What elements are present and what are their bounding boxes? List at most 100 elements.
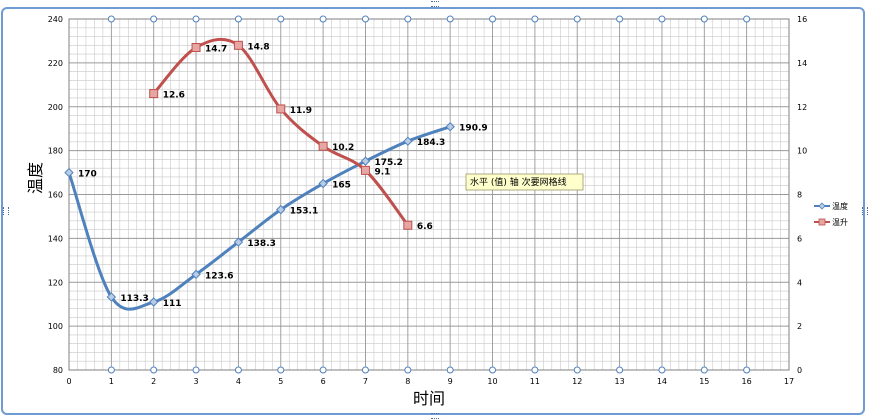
x-tick-label: 5 <box>278 377 283 386</box>
legend-entry-label: 温升 <box>832 218 848 227</box>
left-y-tick-label: 100 <box>48 322 63 331</box>
left-y-tick-label: 200 <box>48 103 63 112</box>
x-tick-label: 6 <box>321 377 326 386</box>
x-tick-label: 14 <box>657 377 667 386</box>
x-tick-label: 2 <box>151 377 156 386</box>
data-point-temperature <box>403 136 413 146</box>
x-tick-label: 0 <box>66 377 71 386</box>
x-tick-label: 7 <box>363 377 368 386</box>
left-resize-handle[interactable] <box>3 207 9 215</box>
x-axis-marker-bottom <box>573 366 581 374</box>
x-axis-marker-top <box>277 15 285 23</box>
right-y-tick-label: 4 <box>797 278 802 287</box>
data-point-temperature <box>360 156 371 166</box>
data-label: 175.2 <box>374 158 402 168</box>
data-label: 11.9 <box>290 106 312 116</box>
x-axis-marker-top <box>234 15 242 23</box>
left-y-tick-label: 140 <box>48 234 63 243</box>
x-axis-marker-bottom <box>192 366 200 374</box>
x-axis-marker-top <box>531 15 539 23</box>
x-tick-label: 17 <box>784 377 794 386</box>
data-point-temp-rise <box>191 43 201 53</box>
x-tick-label: 8 <box>405 377 410 386</box>
right-y-tick-label: 0 <box>797 366 802 375</box>
chart-border[interactable] <box>1 7 865 415</box>
x-axis-marker-bottom <box>234 366 242 374</box>
data-point-temperature <box>233 237 244 247</box>
data-label: 153.1 <box>290 207 318 217</box>
data-point-temp-rise <box>403 220 413 230</box>
x-tick-label: 9 <box>448 377 453 386</box>
right-y-tick-label: 14 <box>797 59 807 68</box>
x-axis-marker-top <box>700 15 708 23</box>
data-point-temp-rise <box>318 141 328 151</box>
x-tick-label: 3 <box>194 377 199 386</box>
data-label: 190.9 <box>459 124 487 134</box>
data-point-temperature <box>276 204 286 215</box>
x-axis-marker-top <box>361 15 369 23</box>
data-label: 165 <box>332 181 351 191</box>
left-y-axis[interactable]: 80 100 120 140 160 180 200 220 240 <box>48 15 63 375</box>
data-label: 184.3 <box>417 138 445 148</box>
tooltip-text: 水平 (值) 轴 次要网格线 <box>470 176 567 188</box>
x-axis[interactable]: 0 1 2 3 4 5 6 7 8 9 10 11 12 13 14 15 16 17 <box>66 15 794 386</box>
x-axis-marker-top <box>616 15 624 23</box>
x-axis-marker-top <box>743 15 751 23</box>
data-point-temperature <box>191 269 201 280</box>
series-line-temperature <box>67 125 451 311</box>
right-y-axis[interactable]: 0 2 4 6 8 10 12 14 16 <box>797 15 807 375</box>
x-axis-marker-bottom <box>107 366 115 374</box>
left-y-tick-label: 220 <box>48 59 63 68</box>
data-point-temp-rise <box>360 165 370 175</box>
x-axis-marker-top <box>150 15 158 23</box>
left-y-tick-label: 80 <box>53 366 63 375</box>
data-labels: 170 113.3 111 123.6 138.3 153.1 165 175.2 184.3 1… <box>78 42 488 309</box>
data-label: 14.8 <box>247 42 269 52</box>
x-axis-marker-bottom <box>743 366 751 374</box>
right-y-tick-label: 6 <box>797 234 802 243</box>
data-label: 10.2 <box>332 143 354 153</box>
x-axis-marker-bottom <box>446 366 454 374</box>
data-label: 12.6 <box>163 91 185 101</box>
left-y-tick-label: 180 <box>48 147 63 156</box>
legend-marker <box>818 218 826 226</box>
x-axis-marker-top <box>489 15 497 23</box>
x-tick-label: 1 <box>109 377 114 386</box>
gridline-tooltip: 水平 (值) 轴 次要网格线 <box>465 173 584 191</box>
data-point-temperature <box>64 167 74 178</box>
x-axis-marker-bottom <box>361 366 369 374</box>
left-y-tick-label: 160 <box>48 191 63 200</box>
x-axis-marker-top <box>107 15 115 23</box>
data-label: 6.6 <box>417 222 433 232</box>
x-tick-label: 15 <box>699 377 709 386</box>
left-y-tick-label: 240 <box>48 15 63 24</box>
x-axis-marker-bottom <box>489 366 497 374</box>
data-label: 170 <box>78 170 97 180</box>
right-y-tick-label: 16 <box>797 15 807 24</box>
top-resize-handle[interactable] <box>431 1 439 7</box>
x-tick-label: 16 <box>742 377 752 386</box>
x-axis-title[interactable]: 时间 <box>413 389 445 408</box>
data-point-temp-rise <box>233 40 243 50</box>
x-axis-marker-bottom <box>277 366 285 374</box>
data-label: 123.6 <box>205 271 233 281</box>
x-tick-label: 4 <box>236 377 241 386</box>
x-axis-marker-top <box>446 15 454 23</box>
x-axis-marker-bottom <box>616 366 624 374</box>
x-axis-marker-bottom <box>150 366 158 374</box>
x-tick-label: 10 <box>487 377 497 386</box>
legend-marker <box>818 202 826 210</box>
legend-entry-label: 温度 <box>832 201 848 211</box>
data-label: 14.7 <box>205 45 227 55</box>
data-point-temperature <box>106 292 117 302</box>
x-axis-marker-top <box>658 15 666 23</box>
y-axis-title[interactable]: 温度 <box>26 162 45 194</box>
right-y-tick-label: 12 <box>797 103 807 112</box>
data-point-temperature <box>148 297 159 307</box>
x-tick-label: 11 <box>530 377 540 386</box>
data-label: 111 <box>163 299 182 309</box>
plot-area[interactable] <box>68 18 790 371</box>
right-resize-handle[interactable] <box>862 207 868 215</box>
